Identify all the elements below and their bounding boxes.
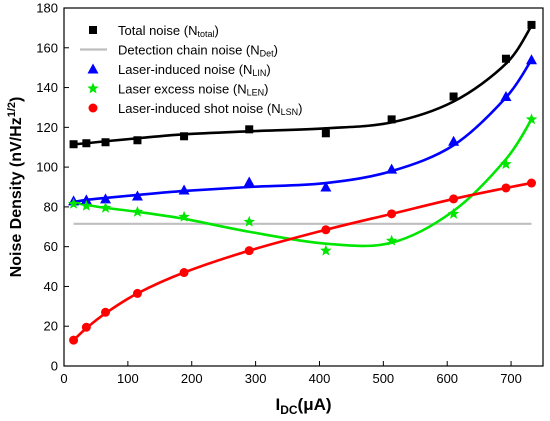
x-tick-label: 400 xyxy=(309,371,331,386)
y-axis-title-sup: 1/2 xyxy=(6,102,18,117)
data-point-total xyxy=(387,115,396,124)
data-point-lsn xyxy=(527,178,537,188)
data-point-len xyxy=(67,197,80,209)
x-tick-label: 200 xyxy=(181,371,203,386)
fit-curve-len xyxy=(73,118,533,248)
y-tick-label: 180 xyxy=(36,1,58,16)
data-point-lin xyxy=(131,190,143,201)
data-point-lsn xyxy=(179,268,189,278)
y-tick-label: 160 xyxy=(36,40,58,55)
fit-curve-lsn xyxy=(72,181,532,342)
data-point-len xyxy=(385,234,398,246)
x-tick-label: 500 xyxy=(372,371,394,386)
data-point-total xyxy=(245,125,254,134)
data-point-len xyxy=(99,201,112,213)
y-tick-label: 80 xyxy=(44,199,58,214)
x-axis-title: IDC(μA) xyxy=(275,395,331,417)
x-axis-title-main: I xyxy=(275,395,280,414)
data-point-len xyxy=(447,207,460,219)
plot-frame xyxy=(63,7,544,367)
x-axis: 0 100 200 300 400 500 600 700 xyxy=(60,361,522,386)
legend-label-total: Total noise (Ntotal) xyxy=(118,23,219,39)
legend-marker-len xyxy=(87,82,99,94)
legend-label-det: Detection chain noise (NDet) xyxy=(118,43,278,59)
x-tick-label: 300 xyxy=(245,371,267,386)
data-point-lsn xyxy=(244,246,254,256)
data-point-len xyxy=(320,244,332,256)
x-tick-label: 600 xyxy=(436,371,458,386)
data-point-len xyxy=(80,199,93,211)
data-point-total xyxy=(69,140,78,149)
data-point-total xyxy=(101,138,110,147)
data-point-lsn xyxy=(69,335,79,345)
x-tick-label: 0 xyxy=(60,371,67,386)
legend-label-lin: Laser-induced noise (NLIN) xyxy=(118,62,271,78)
data-point-lin xyxy=(500,91,512,102)
data-point-total xyxy=(321,129,330,138)
data-point-lin xyxy=(448,135,460,146)
y-tick-label: 40 xyxy=(44,279,58,294)
data-point-total xyxy=(180,132,189,141)
data-point-len xyxy=(525,113,538,125)
fit-curve-lin xyxy=(73,58,533,204)
legend-marker-total xyxy=(89,26,97,34)
data-point-lsn xyxy=(321,225,331,235)
legend: Total noise (Ntotal) Detection chain nois… xyxy=(80,23,302,117)
data-point-lsn xyxy=(81,322,91,332)
fit-curve-total xyxy=(73,25,533,146)
data-point-total xyxy=(449,92,458,101)
data-point-lin xyxy=(243,176,255,187)
data-point-len xyxy=(178,210,190,222)
plot-markers xyxy=(67,20,538,345)
y-tick-label: 120 xyxy=(36,120,58,135)
data-point-lsn xyxy=(101,307,111,317)
data-point-lin xyxy=(526,54,538,65)
data-point-len xyxy=(243,215,255,227)
y-tick-label: 20 xyxy=(44,319,58,334)
data-point-lin xyxy=(178,184,190,195)
data-point-lin xyxy=(100,193,112,204)
data-point-lsn xyxy=(387,209,397,219)
data-point-lsn xyxy=(132,288,142,298)
y-tick-label: 60 xyxy=(44,239,58,254)
y-tick-label: 140 xyxy=(36,80,58,95)
data-point-total xyxy=(501,54,510,63)
y-tick-label: 100 xyxy=(36,160,58,175)
data-point-total xyxy=(133,136,142,145)
data-point-lsn xyxy=(501,183,511,193)
data-point-lin xyxy=(80,194,92,205)
y-axis: 0 20 40 60 80 100 120 140 160 180 xyxy=(36,1,69,374)
data-point-lin xyxy=(386,163,398,174)
data-point-lsn xyxy=(449,194,459,204)
x-tick-label: 700 xyxy=(500,371,522,386)
data-point-total xyxy=(527,20,536,29)
legend-label-len: Laser excess noise (NLEN) xyxy=(118,82,268,98)
x-axis-title-sub: DC xyxy=(280,403,298,417)
legend-marker-lin xyxy=(87,63,99,74)
y-axis-title-end: ) xyxy=(8,97,25,102)
data-point-lin xyxy=(320,181,332,192)
x-tick-label: 100 xyxy=(117,371,139,386)
data-point-len xyxy=(131,205,144,217)
data-point-len xyxy=(500,158,512,169)
data-point-total xyxy=(82,139,91,148)
y-axis-title: Noise Density (nV/Hz1/2) xyxy=(6,97,25,278)
x-axis-title-unit: (μA) xyxy=(298,395,332,414)
y-axis-title-main: Noise Density (nV/Hz xyxy=(8,117,25,277)
legend-label-lsn: Laser-induced shot noise (NLSN) xyxy=(118,101,302,117)
legend-marker-lsn xyxy=(88,103,98,113)
y-tick-label: 0 xyxy=(51,359,58,374)
